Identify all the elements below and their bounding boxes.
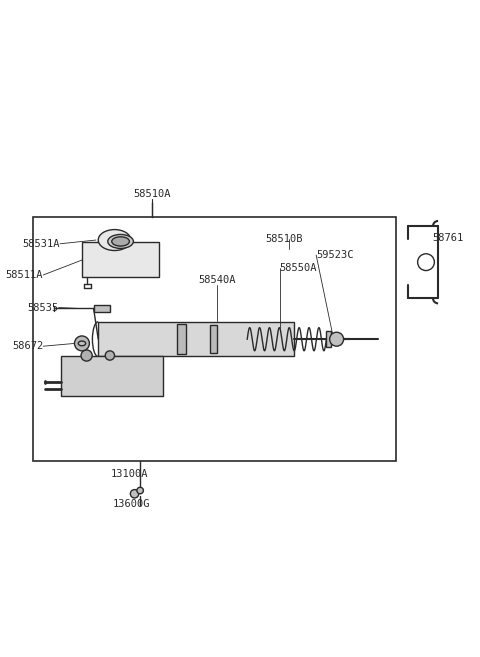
Circle shape: [418, 254, 434, 271]
Text: 58511A: 58511A: [6, 270, 43, 280]
Text: 59523C: 59523C: [316, 250, 354, 260]
Text: 58510A: 58510A: [133, 189, 170, 199]
Circle shape: [137, 487, 144, 494]
Circle shape: [74, 336, 89, 351]
Bar: [178, 324, 186, 354]
Bar: [82, 242, 159, 277]
Bar: [33, 217, 396, 461]
Ellipse shape: [108, 235, 133, 248]
Circle shape: [330, 332, 344, 346]
Bar: [61, 357, 163, 396]
Bar: [98, 321, 294, 357]
Ellipse shape: [78, 341, 85, 346]
Ellipse shape: [112, 237, 130, 246]
Text: 13100A: 13100A: [111, 469, 149, 479]
Ellipse shape: [98, 229, 131, 250]
Text: 58531A: 58531A: [23, 238, 60, 249]
Text: 58535: 58535: [27, 303, 59, 313]
Text: 58761: 58761: [432, 233, 464, 242]
Bar: [326, 331, 331, 347]
Text: 58510B: 58510B: [265, 234, 302, 244]
Circle shape: [105, 351, 115, 360]
Text: 13600G: 13600G: [113, 499, 151, 509]
Circle shape: [81, 350, 92, 361]
Text: 58672: 58672: [12, 341, 43, 351]
Text: 58550A: 58550A: [280, 263, 317, 273]
Text: 58540A: 58540A: [198, 275, 236, 285]
Bar: [94, 306, 110, 311]
Bar: [210, 325, 217, 353]
Circle shape: [131, 489, 139, 498]
